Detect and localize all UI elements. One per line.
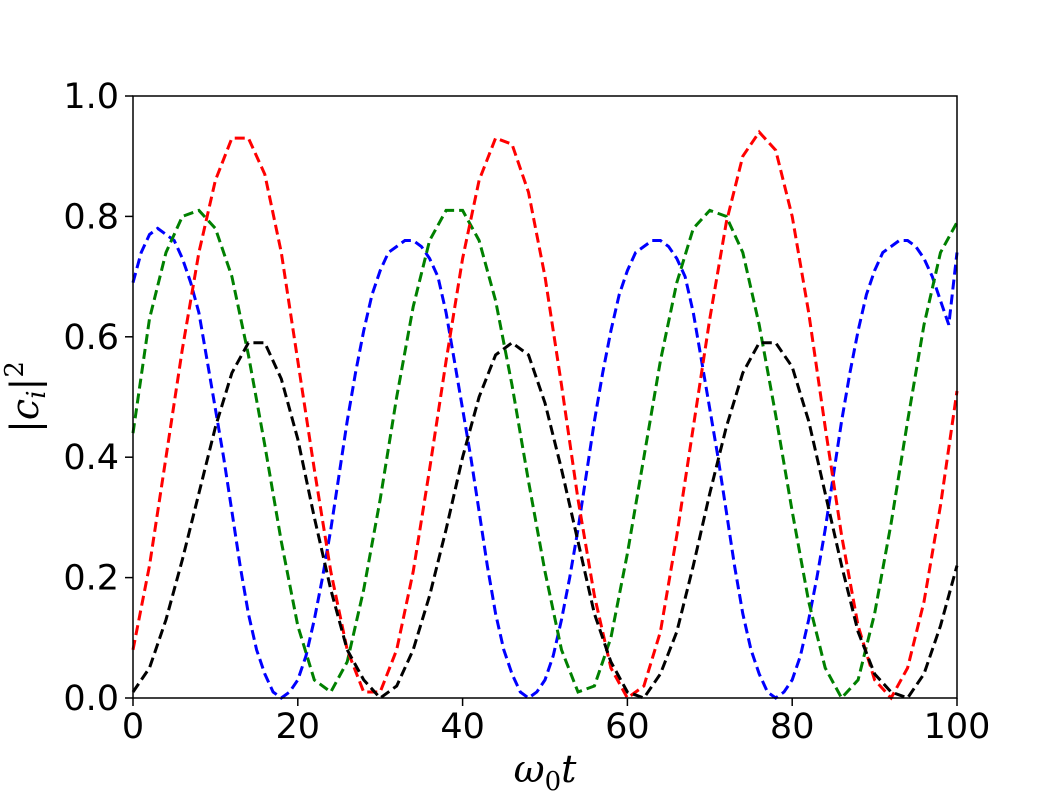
y-axis-label: |ci|2 <box>0 361 52 433</box>
x-axis-label: ω0t <box>514 747 578 797</box>
x-tick-label: 80 <box>770 707 815 747</box>
y-tick-label: 0.6 <box>63 318 119 358</box>
y-axis-label-close: | <box>3 378 47 391</box>
series-line-4 <box>131 340 959 701</box>
y-axis-label-open: |c <box>3 399 47 433</box>
x-tick-label: 100 <box>924 707 991 747</box>
x-tick-label: 40 <box>440 707 485 747</box>
y-axis-label-sup: 2 <box>0 361 30 378</box>
series-line-1 <box>131 226 959 700</box>
x-axis-label-sub: 0 <box>545 767 562 797</box>
series-line-2 <box>131 208 959 701</box>
series-layer <box>131 129 959 701</box>
x-axis-label-base: ω <box>514 747 545 791</box>
y-tick-label: 0.0 <box>63 679 119 719</box>
x-tick-label: 60 <box>605 707 650 747</box>
y-axis-ticks: 0.0 0.2 0.4 0.6 0.8 1.0 <box>63 77 133 719</box>
x-tick-label: 0 <box>122 707 144 747</box>
y-tick-label: 0.8 <box>63 197 119 237</box>
y-tick-label: 0.2 <box>63 559 119 599</box>
y-axis-label-sub: i <box>22 390 52 398</box>
series-line-3 <box>131 129 959 701</box>
x-tick-label: 20 <box>276 707 321 747</box>
y-tick-label: 1.0 <box>63 77 119 117</box>
y-tick-label: 0.4 <box>63 438 119 478</box>
x-axis-ticks: 0 20 40 60 80 100 <box>122 698 991 747</box>
plot-frame <box>132 95 958 699</box>
x-axis-label-tail: t <box>561 747 577 791</box>
